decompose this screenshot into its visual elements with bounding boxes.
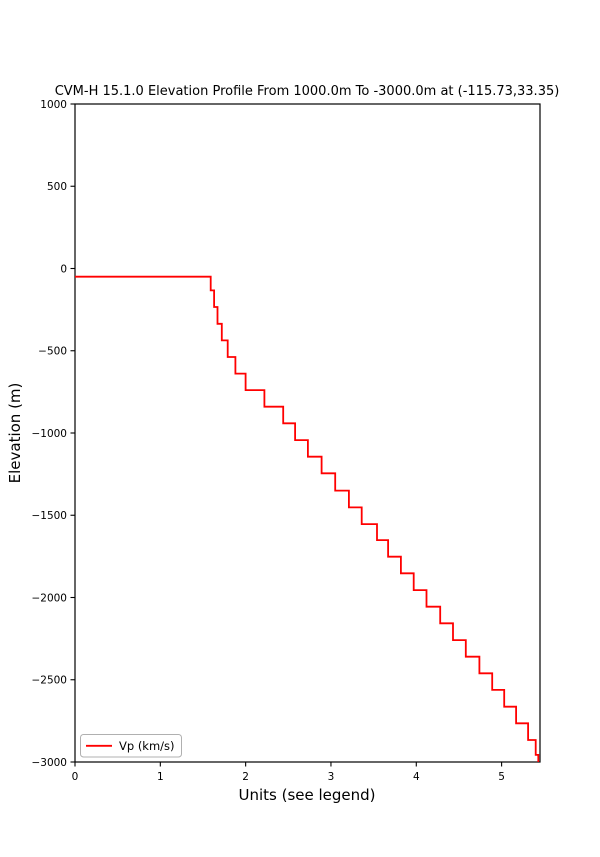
x-tick-label: 1 bbox=[157, 771, 164, 783]
x-tick-label: 5 bbox=[498, 771, 505, 783]
y-axis-ticks: 1000 500 0 −500 −1000 −1500 −2000 −2500 −3000 bbox=[31, 99, 75, 769]
legend-label: Vp (km/s) bbox=[119, 739, 175, 753]
y-tick-label: 1000 bbox=[40, 99, 67, 111]
plot-area bbox=[74, 103, 541, 763]
y-axis-label: Elevation (m) bbox=[6, 383, 24, 484]
y-tick-label: −3000 bbox=[31, 757, 67, 769]
y-tick-label: −2000 bbox=[31, 592, 67, 604]
vp-profile-line bbox=[75, 275, 540, 762]
legend: Vp (km/s) bbox=[80, 734, 182, 758]
x-tick-label: 3 bbox=[328, 771, 335, 783]
y-tick-label: 500 bbox=[47, 181, 67, 193]
x-tick-label: 4 bbox=[413, 771, 420, 783]
y-tick-label: −1500 bbox=[31, 510, 67, 522]
legend-box bbox=[80, 734, 182, 758]
y-tick-label: −2500 bbox=[31, 675, 67, 687]
y-tick-label: 0 bbox=[60, 263, 67, 275]
x-tick-label: 0 bbox=[72, 771, 79, 783]
y-tick-label: −1000 bbox=[31, 428, 67, 440]
chart-title: CVM-H 15.1.0 Elevation Profile From 1000… bbox=[55, 84, 560, 99]
x-axis-ticks: 0 1 2 3 4 5 bbox=[72, 762, 505, 783]
x-axis-label: Units (see legend) bbox=[238, 786, 375, 804]
y-tick-label: −500 bbox=[38, 346, 67, 358]
x-tick-label: 2 bbox=[242, 771, 249, 783]
